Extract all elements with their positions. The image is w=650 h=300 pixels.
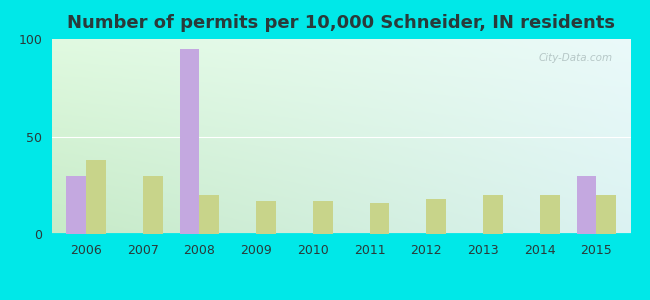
- Bar: [179, 49, 200, 234]
- Bar: [483, 195, 503, 234]
- Bar: [143, 176, 162, 234]
- Bar: [66, 176, 86, 234]
- Bar: [370, 203, 389, 234]
- Bar: [200, 195, 219, 234]
- Bar: [540, 195, 560, 234]
- Bar: [597, 195, 616, 234]
- Bar: [86, 160, 106, 234]
- Bar: [256, 201, 276, 234]
- Text: City-Data.com: City-Data.com: [539, 52, 613, 63]
- Bar: [426, 199, 446, 234]
- Title: Number of permits per 10,000 Schneider, IN residents: Number of permits per 10,000 Schneider, …: [67, 14, 616, 32]
- Bar: [313, 201, 333, 234]
- Bar: [577, 176, 597, 234]
